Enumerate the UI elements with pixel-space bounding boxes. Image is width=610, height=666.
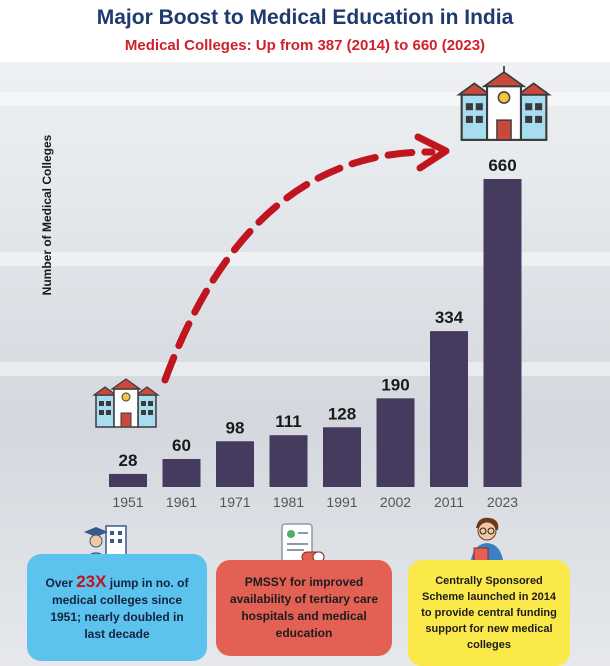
- value-label-2002: 190: [381, 375, 409, 394]
- callout-growth-highlight: 23X: [76, 571, 107, 591]
- value-label-1961: 60: [172, 436, 191, 455]
- callout-scheme: Centrally Sponsored Scheme launched in 2…: [408, 560, 570, 666]
- x-tick-2011: 2011: [434, 494, 464, 510]
- student-icon: [470, 517, 504, 566]
- x-tick-1971: 1971: [219, 494, 250, 510]
- value-label-1971: 98: [226, 418, 245, 437]
- x-tick-1981: 1981: [273, 494, 304, 510]
- callout-pmssy-text: PMSSY for improved availability of terti…: [229, 575, 379, 640]
- college-building-icon: [92, 378, 160, 428]
- bar-2023: [483, 179, 522, 487]
- value-label-1991: 128: [328, 404, 356, 423]
- bar-2002: [376, 398, 415, 487]
- college-building-icon: [456, 66, 552, 141]
- callout-growth-pre: Over: [45, 575, 77, 590]
- x-tick-1991: 1991: [326, 494, 357, 510]
- page-title: Major Boost to Medical Education in Indi…: [96, 6, 514, 29]
- value-label-1951: 28: [119, 451, 138, 470]
- callout-pmssy: PMSSY for improved availability of terti…: [216, 560, 392, 656]
- x-tick-1961: 1961: [166, 494, 197, 510]
- callout-scheme-text: Centrally Sponsored Scheme launched in 2…: [421, 575, 557, 651]
- bar-1981: [269, 435, 308, 487]
- x-tick-1951: 1951: [112, 494, 143, 510]
- value-label-2011: 334: [435, 308, 464, 327]
- growth-arrow: [161, 133, 450, 384]
- y-axis-label: Number of Medical Colleges: [40, 134, 54, 295]
- value-label-1981: 111: [275, 412, 302, 431]
- bar-1971: [216, 441, 254, 487]
- value-label-2023: 660: [488, 156, 516, 175]
- x-tick-2002: 2002: [380, 494, 411, 510]
- bar-1951: [109, 473, 147, 487]
- callout-growth: Over 23X jump in no. of medical colleges…: [27, 554, 207, 661]
- x-tick-2023: 2023: [487, 494, 518, 510]
- bar-1991: [323, 427, 361, 487]
- bar-1961: [162, 459, 201, 487]
- page-subtitle: Medical Colleges: Up from 387 (2014) to …: [124, 37, 486, 54]
- bar-2011: [430, 331, 468, 487]
- callout-growth-post: jump in no. of medical colleges since 19…: [50, 575, 189, 641]
